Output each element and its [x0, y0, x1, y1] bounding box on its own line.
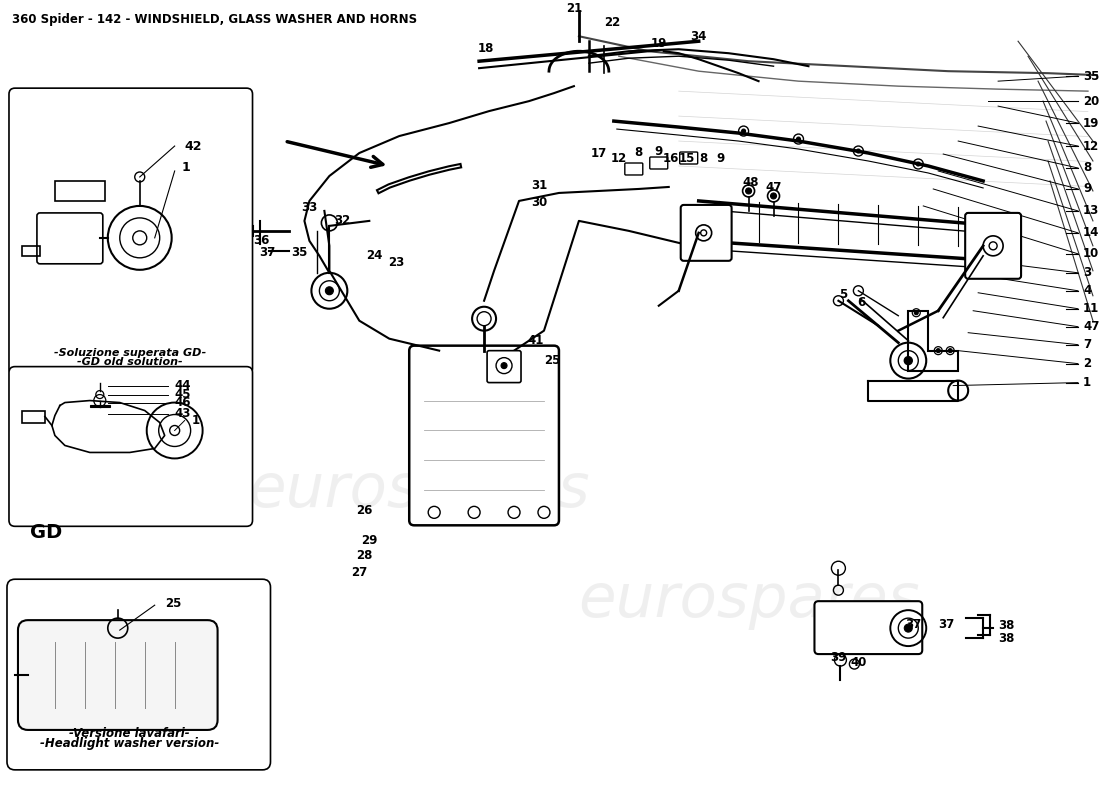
Circle shape	[701, 230, 706, 236]
Text: 47: 47	[1084, 320, 1099, 333]
Text: 36: 36	[253, 234, 270, 247]
Text: 33: 33	[301, 202, 318, 214]
Circle shape	[936, 349, 940, 353]
Text: 29: 29	[361, 534, 377, 546]
Text: 22: 22	[604, 16, 620, 29]
Text: 19: 19	[1084, 117, 1099, 130]
Text: 45: 45	[175, 388, 191, 401]
Text: 12: 12	[610, 151, 627, 165]
Circle shape	[770, 193, 777, 199]
Text: 4: 4	[1084, 284, 1091, 298]
Text: 9: 9	[654, 145, 663, 158]
Text: 9: 9	[716, 151, 725, 165]
Circle shape	[746, 188, 751, 194]
Text: 26: 26	[356, 504, 373, 517]
FancyBboxPatch shape	[487, 350, 521, 382]
Text: 21: 21	[565, 2, 582, 14]
Text: 39: 39	[830, 650, 847, 663]
Text: -Soluzione superata GD-: -Soluzione superata GD-	[54, 348, 206, 358]
Text: 7: 7	[1084, 338, 1091, 351]
Text: 43: 43	[175, 407, 191, 420]
Circle shape	[904, 624, 912, 632]
Text: 20: 20	[1084, 94, 1099, 108]
Circle shape	[948, 349, 953, 353]
FancyBboxPatch shape	[965, 213, 1021, 278]
FancyBboxPatch shape	[9, 366, 253, 526]
Text: 2: 2	[1084, 357, 1091, 370]
Text: 24: 24	[366, 250, 383, 262]
Text: 10: 10	[1084, 247, 1099, 260]
Text: 40: 40	[850, 655, 867, 669]
Text: 47: 47	[766, 182, 782, 194]
Text: 9: 9	[1084, 182, 1091, 195]
Circle shape	[326, 286, 333, 294]
Text: 14: 14	[1084, 226, 1099, 239]
Circle shape	[989, 242, 997, 250]
Text: 15: 15	[679, 151, 695, 165]
Text: 16: 16	[662, 151, 679, 165]
FancyBboxPatch shape	[681, 205, 732, 261]
Text: 1: 1	[182, 162, 190, 174]
Circle shape	[904, 357, 912, 365]
Text: 48: 48	[742, 177, 759, 190]
Text: 13: 13	[1084, 205, 1099, 218]
Text: 25: 25	[543, 354, 560, 367]
Text: 1: 1	[191, 414, 200, 427]
FancyBboxPatch shape	[625, 163, 642, 175]
Text: 42: 42	[185, 139, 202, 153]
FancyBboxPatch shape	[18, 620, 218, 730]
FancyBboxPatch shape	[409, 346, 559, 526]
Text: 19: 19	[650, 37, 667, 50]
Circle shape	[916, 162, 921, 166]
Text: 32: 32	[334, 214, 351, 227]
Text: 8: 8	[635, 146, 642, 158]
Text: 31: 31	[531, 179, 547, 193]
Text: 18: 18	[477, 42, 494, 54]
Text: 6: 6	[857, 296, 866, 310]
FancyBboxPatch shape	[814, 601, 922, 654]
Text: 25: 25	[165, 597, 182, 610]
Text: 38: 38	[998, 618, 1014, 632]
Text: 23: 23	[388, 256, 405, 270]
Text: 35: 35	[292, 246, 308, 259]
Text: 46: 46	[175, 396, 191, 409]
Text: 44: 44	[175, 379, 191, 392]
Text: 5: 5	[839, 288, 847, 302]
Text: -Headlight washer version-: -Headlight washer version-	[40, 737, 219, 750]
Text: 37: 37	[938, 618, 955, 630]
Circle shape	[914, 310, 918, 314]
Text: 41: 41	[528, 334, 544, 347]
Text: 8: 8	[700, 151, 707, 165]
Text: 38: 38	[998, 632, 1014, 645]
FancyBboxPatch shape	[9, 88, 253, 374]
FancyBboxPatch shape	[37, 213, 102, 264]
FancyBboxPatch shape	[7, 579, 271, 770]
Text: 17: 17	[591, 146, 607, 159]
Text: 1: 1	[1084, 376, 1091, 389]
Text: 27: 27	[351, 566, 367, 578]
Text: -Versione lavafari-: -Versione lavafari-	[69, 727, 190, 740]
Text: 12: 12	[1084, 139, 1099, 153]
Circle shape	[502, 362, 507, 369]
Text: eurospares: eurospares	[578, 570, 920, 630]
Text: eurospares: eurospares	[249, 461, 590, 520]
Text: 37: 37	[260, 246, 276, 259]
Text: 11: 11	[1084, 302, 1099, 315]
Text: -GD old solution-: -GD old solution-	[77, 357, 183, 366]
Text: 30: 30	[531, 197, 547, 210]
Text: 35: 35	[1084, 70, 1099, 82]
FancyBboxPatch shape	[650, 157, 668, 169]
Circle shape	[741, 129, 746, 133]
Text: 360 Spider - 142 - WINDSHIELD, GLASS WASHER AND HORNS: 360 Spider - 142 - WINDSHIELD, GLASS WAS…	[12, 14, 417, 26]
Text: 37: 37	[905, 618, 922, 630]
FancyBboxPatch shape	[680, 152, 697, 164]
Polygon shape	[90, 405, 110, 406]
Text: 8: 8	[1084, 162, 1091, 174]
Circle shape	[796, 137, 801, 141]
Text: 28: 28	[356, 549, 373, 562]
Text: GD: GD	[30, 523, 63, 542]
Circle shape	[857, 149, 860, 153]
Text: 3: 3	[1084, 266, 1091, 279]
Text: 34: 34	[691, 30, 707, 42]
